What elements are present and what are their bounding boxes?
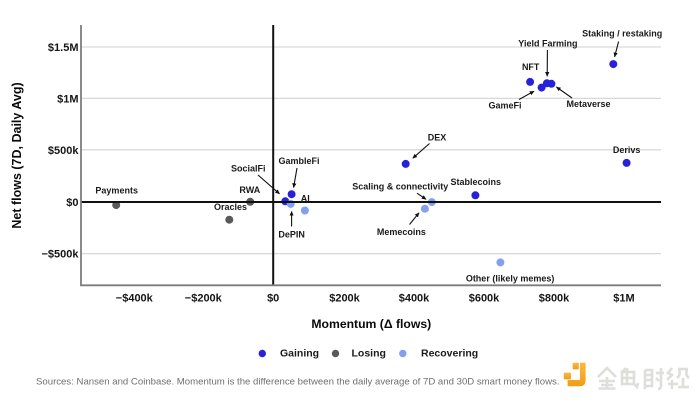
svg-text:DePIN: DePIN (278, 229, 305, 239)
svg-text:−$200k: −$200k (185, 293, 223, 305)
svg-text:$200k: $200k (329, 293, 360, 305)
svg-text:Stablecoins: Stablecoins (450, 177, 501, 187)
svg-text:Sources: Nansen and Coinbase.: Sources: Nansen and Coinbase. Momentum i… (36, 376, 560, 387)
svg-text:Memecoins: Memecoins (377, 227, 426, 237)
svg-text:Payments: Payments (95, 185, 138, 195)
svg-text:GameFi: GameFi (488, 100, 521, 110)
svg-text:$0: $0 (267, 293, 279, 305)
svg-text:Yield Farming: Yield Farming (518, 39, 577, 49)
svg-text:Scaling & connectivity: Scaling & connectivity (352, 182, 448, 192)
svg-text:NFT: NFT (522, 62, 540, 72)
svg-text:Gaining: Gaining (280, 347, 319, 359)
svg-text:Recovering: Recovering (421, 347, 478, 359)
svg-text:Metaverse: Metaverse (566, 99, 610, 109)
svg-text:−$500k: −$500k (41, 249, 79, 261)
svg-text:AI: AI (301, 194, 310, 204)
svg-text:$600k: $600k (469, 293, 500, 305)
svg-text:GambleFi: GambleFi (278, 156, 319, 166)
svg-text:$500k: $500k (48, 145, 79, 157)
svg-text:Net flows (7D, Daily Avg): Net flows (7D, Daily Avg) (10, 82, 24, 228)
svg-text:DEX: DEX (428, 132, 447, 142)
svg-text:$800k: $800k (539, 293, 570, 305)
svg-text:Staking / restaking: Staking / restaking (582, 29, 662, 39)
svg-text:$0: $0 (66, 197, 78, 209)
svg-text:Momentum (Δ flows): Momentum (Δ flows) (311, 317, 431, 331)
svg-text:$1M: $1M (57, 93, 78, 105)
svg-text:SocialFi: SocialFi (231, 163, 266, 173)
svg-text:$1.5M: $1.5M (48, 42, 79, 54)
svg-text:RWA: RWA (239, 185, 260, 195)
svg-text:$1M: $1M (613, 293, 634, 305)
svg-text:Other (likely memes): Other (likely memes) (466, 274, 555, 284)
svg-text:Losing: Losing (352, 347, 386, 359)
svg-text:Derivs: Derivs (613, 145, 641, 155)
svg-text:Oracles: Oracles (214, 202, 247, 212)
svg-text:$400k: $400k (399, 293, 430, 305)
svg-text:−$400k: −$400k (116, 293, 154, 305)
